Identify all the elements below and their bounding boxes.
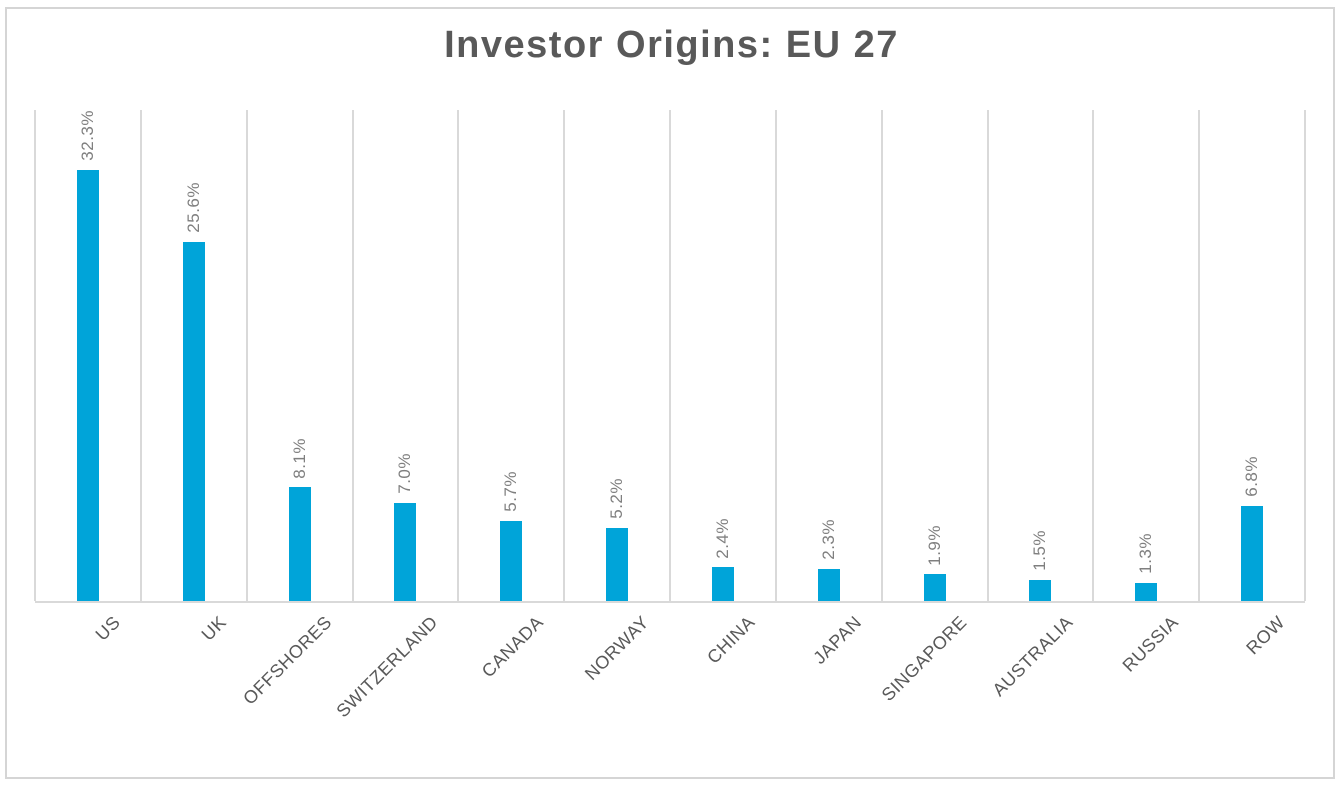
x-axis-label: AUSTRALIA	[988, 612, 1077, 701]
x-axis-label: JAPAN	[808, 612, 865, 668]
bar-value-label: 8.1%	[289, 437, 309, 479]
bar-value-label: 2.4%	[712, 517, 732, 559]
x-axis-label: SWITZERLAND	[332, 612, 442, 722]
x-axis-label: NORWAY	[581, 612, 654, 684]
gridline	[1198, 110, 1201, 601]
bar-value-label: 1.9%	[924, 524, 944, 566]
bar-slot: 1.9%	[882, 110, 988, 601]
x-axis-label: ROW	[1241, 612, 1289, 659]
bar-slot: 6.8%	[1199, 110, 1305, 601]
bar-value-label: 6.8%	[1242, 455, 1262, 497]
bar-slot: 1.3%	[1093, 110, 1199, 601]
x-axis-line	[35, 601, 1305, 603]
bar-value-label: 32.3%	[77, 110, 97, 161]
gridline	[34, 110, 36, 601]
bar-slot: 32.3%	[35, 110, 141, 601]
bar-slot: 8.1%	[247, 110, 353, 601]
gridline	[351, 110, 354, 601]
bar-slot: 2.4%	[670, 110, 776, 601]
gridline	[139, 110, 142, 601]
bar-value-label: 25.6%	[183, 182, 203, 233]
x-axis-label: CHINA	[703, 612, 760, 668]
bar	[76, 169, 99, 601]
bar	[394, 502, 417, 601]
bar-slot: 7.0%	[353, 110, 459, 601]
bar-value-label: 5.7%	[501, 471, 521, 513]
bar-slot: 1.5%	[988, 110, 1094, 601]
bar-value-label: 1.3%	[1136, 533, 1156, 574]
bar-slot: 5.7%	[458, 110, 564, 601]
gridline	[245, 110, 248, 601]
gridline	[669, 110, 671, 601]
plot-area: 32.3% 25.6% 8.1% 7.0% 5.7% 5.2% 2.4% 2.3% 1.9% 1.…	[34, 110, 1306, 603]
gridline	[774, 110, 777, 601]
bar	[817, 568, 840, 601]
bar	[923, 574, 946, 601]
gridline	[880, 110, 883, 601]
x-axis-label: US	[91, 612, 125, 645]
x-axis-label: OFFSHORES	[239, 612, 336, 709]
gridline	[1092, 110, 1095, 601]
bar-slot: 2.3%	[776, 110, 882, 601]
bar-slot: 25.6%	[141, 110, 247, 601]
gridline	[1304, 110, 1306, 601]
bar	[1241, 505, 1264, 601]
bar-value-label: 1.5%	[1030, 530, 1050, 571]
bar	[711, 567, 734, 601]
gridline	[986, 110, 989, 601]
gridline	[457, 110, 460, 601]
chart-title: Investor Origins: EU 27	[444, 24, 899, 66]
x-axis-label: SINGAPORE	[877, 612, 971, 706]
bar	[606, 528, 629, 601]
bar	[288, 487, 311, 601]
bar-value-label: 5.2%	[607, 478, 627, 520]
x-axis-label: UK	[197, 612, 230, 645]
bar	[500, 521, 523, 601]
bar-value-label: 7.0%	[395, 453, 415, 494]
bar	[182, 241, 205, 601]
bar-slot: 5.2%	[564, 110, 670, 601]
x-axis-label: CANADA	[478, 612, 548, 682]
bar	[1135, 582, 1158, 601]
gridline	[563, 110, 566, 601]
x-axis-label: RUSSIA	[1118, 612, 1183, 676]
bar	[1029, 579, 1052, 601]
bar-value-label: 2.3%	[818, 518, 838, 560]
